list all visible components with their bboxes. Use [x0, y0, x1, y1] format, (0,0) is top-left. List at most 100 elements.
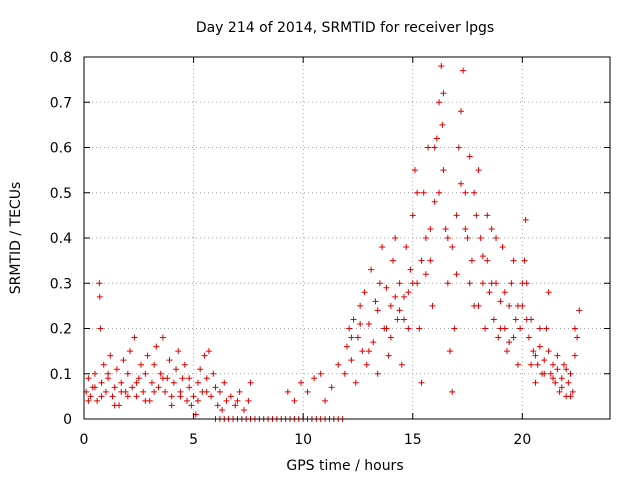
- data-point: [127, 348, 134, 355]
- data-point: [107, 352, 114, 359]
- data-point: [411, 167, 418, 174]
- data-point: [392, 293, 399, 300]
- data-point: [205, 348, 212, 355]
- data-point: [137, 361, 144, 368]
- data-point: [488, 225, 495, 232]
- grid-lines: [84, 57, 610, 419]
- data-point: [514, 302, 521, 309]
- data-point: [407, 266, 414, 273]
- data-point: [370, 339, 377, 346]
- data-point: [232, 402, 239, 409]
- data-point: [486, 289, 493, 296]
- data-point: [98, 379, 105, 386]
- data-point: [113, 366, 120, 373]
- data-point: [563, 366, 570, 373]
- data-point: [517, 325, 524, 332]
- data-point: [168, 402, 175, 409]
- data-point: [173, 366, 180, 373]
- data-point: [567, 393, 574, 400]
- data-point: [311, 375, 318, 382]
- data-point: [96, 293, 103, 300]
- data-point: [574, 334, 581, 341]
- data-point: [100, 361, 107, 368]
- data-point: [493, 235, 500, 241]
- data-point: [91, 370, 98, 377]
- data-point: [194, 379, 201, 386]
- data-point: [203, 388, 210, 395]
- data-point: [464, 235, 471, 241]
- data-point: [188, 402, 195, 409]
- data-point: [497, 325, 504, 332]
- data-point: [569, 388, 576, 395]
- data-point: [94, 397, 101, 404]
- data-point: [506, 339, 513, 346]
- data-point: [328, 384, 335, 391]
- data-point: [142, 397, 149, 404]
- data-point: [105, 370, 112, 377]
- y-tick-label: 0: [63, 412, 72, 428]
- data-point: [170, 379, 177, 386]
- data-point: [359, 348, 366, 355]
- data-point: [475, 302, 482, 309]
- data-point: [528, 316, 535, 323]
- data-point: [418, 379, 425, 386]
- data-point: [536, 325, 543, 332]
- data-point: [177, 393, 184, 400]
- data-point: [304, 388, 311, 395]
- data-point: [453, 271, 460, 278]
- data-point: [214, 402, 221, 409]
- data-point: [396, 280, 403, 287]
- data-point: [85, 375, 92, 382]
- data-point: [547, 370, 554, 377]
- data-point: [118, 379, 125, 386]
- data-point: [506, 302, 513, 309]
- x-tick-label: 15: [404, 432, 422, 448]
- data-point: [357, 302, 364, 309]
- data-point: [297, 379, 304, 386]
- data-point: [525, 334, 532, 341]
- data-point: [317, 370, 324, 377]
- data-point: [140, 388, 147, 395]
- data-point: [405, 325, 412, 332]
- data-point: [236, 388, 243, 395]
- data-point: [166, 357, 173, 364]
- data-point: [219, 406, 226, 413]
- x-tick-label: 5: [189, 432, 198, 448]
- data-point: [111, 402, 118, 409]
- data-point: [530, 348, 537, 355]
- data-point: [512, 316, 519, 323]
- data-point: [374, 307, 381, 314]
- data-point: [532, 352, 539, 359]
- data-point: [558, 375, 565, 382]
- data-point: [184, 397, 191, 404]
- data-point: [541, 357, 548, 364]
- data-point: [179, 375, 186, 382]
- data-point: [124, 393, 131, 400]
- data-point: [133, 393, 140, 400]
- y-tick-label: 0.3: [50, 276, 72, 292]
- data-point: [372, 298, 379, 305]
- y-tick-label: 0.2: [50, 322, 72, 338]
- data-point: [490, 316, 497, 323]
- data-point: [457, 180, 464, 187]
- data-point: [344, 343, 350, 350]
- data-point: [387, 302, 394, 309]
- data-point: [354, 334, 361, 341]
- data-point: [484, 257, 491, 264]
- data-point: [425, 144, 432, 151]
- data-point: [571, 325, 578, 332]
- data-point: [396, 307, 403, 314]
- data-point: [503, 348, 510, 355]
- data-point: [433, 135, 440, 142]
- data-point: [436, 99, 443, 106]
- data-point: [466, 280, 473, 287]
- data-point: [427, 257, 434, 264]
- data-point: [97, 325, 104, 332]
- data-point: [449, 244, 456, 251]
- data-point: [201, 352, 208, 359]
- y-tick-label: 0.6: [50, 141, 72, 157]
- data-point: [85, 397, 92, 404]
- data-point: [210, 370, 217, 377]
- x-tick-label: 0: [80, 432, 89, 448]
